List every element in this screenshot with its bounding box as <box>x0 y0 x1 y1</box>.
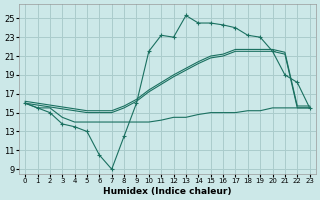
X-axis label: Humidex (Indice chaleur): Humidex (Indice chaleur) <box>103 187 232 196</box>
